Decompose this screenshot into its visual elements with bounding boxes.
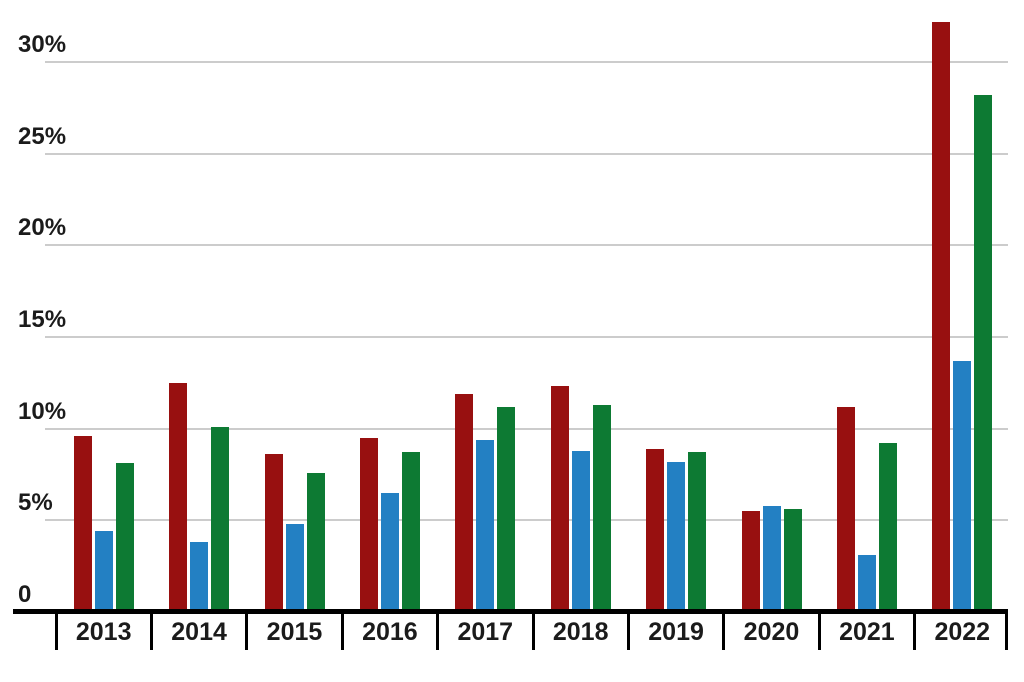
green-bar-2018 xyxy=(592,404,611,612)
blue-bar-2018 xyxy=(571,450,590,612)
y-gridline xyxy=(45,244,1008,247)
blue-bar-2014 xyxy=(190,542,209,612)
x-axis-line xyxy=(13,609,1008,614)
red-bar-2014 xyxy=(169,382,188,612)
green-bar-2016 xyxy=(401,452,420,612)
y-gridline xyxy=(45,335,1008,338)
green-bar-2013 xyxy=(115,463,134,612)
x-axis-category-label: 2014 xyxy=(171,618,227,646)
x-axis-category-label: 2016 xyxy=(362,618,418,646)
green-bar-2014 xyxy=(211,426,230,612)
red-bar-2018 xyxy=(550,386,569,612)
y-axis-tick-label: 5% xyxy=(18,489,53,517)
blue-bar-2022 xyxy=(953,360,972,612)
green-bar-2022 xyxy=(974,94,993,612)
y-gridline xyxy=(45,427,1008,430)
y-axis-tick-label: 20% xyxy=(18,214,67,242)
red-bar-2019 xyxy=(646,448,665,612)
y-gridline xyxy=(45,519,1008,522)
red-bar-2022 xyxy=(932,21,951,612)
y-axis-tick-label: 30% xyxy=(18,30,67,58)
red-bar-2020 xyxy=(741,511,760,612)
red-bar-2015 xyxy=(264,454,283,612)
green-bar-2017 xyxy=(497,406,516,612)
x-axis-tick xyxy=(245,612,249,650)
y-gridline xyxy=(45,152,1008,155)
x-axis-tick xyxy=(436,612,440,650)
y-axis-tick-label: 15% xyxy=(18,305,67,333)
red-bar-2017 xyxy=(455,393,474,612)
y-axis-tick-label: 10% xyxy=(18,397,67,425)
x-axis-category-label: 2022 xyxy=(934,618,991,646)
y-axis-tick-label: 25% xyxy=(18,122,67,150)
blue-bar-2015 xyxy=(285,523,304,612)
x-axis-tick xyxy=(340,612,344,650)
y-gridline xyxy=(45,60,1008,63)
blue-bar-2021 xyxy=(857,555,876,612)
x-axis-tick xyxy=(149,612,153,650)
x-axis-tick xyxy=(1005,612,1008,650)
blue-bar-2020 xyxy=(762,505,781,612)
red-bar-2013 xyxy=(73,435,92,612)
blue-bar-2013 xyxy=(94,531,113,612)
green-bar-2021 xyxy=(878,443,897,612)
x-axis-tick xyxy=(626,612,630,650)
x-axis-category-label: 2018 xyxy=(552,618,609,646)
x-axis-category-label: 2015 xyxy=(266,618,323,646)
x-axis-category-label: 2019 xyxy=(648,618,704,646)
red-bar-2016 xyxy=(359,437,378,612)
green-bar-2020 xyxy=(783,509,802,612)
x-axis-category-label: 2013 xyxy=(75,618,132,646)
x-axis-category-label: 2021 xyxy=(839,618,895,646)
blue-bar-2017 xyxy=(476,439,495,612)
green-bar-2019 xyxy=(688,452,707,612)
y-axis-tick-label: 0 xyxy=(18,581,32,608)
x-axis-tick xyxy=(913,612,917,650)
x-axis-category-label: 2020 xyxy=(743,618,800,646)
x-axis-tick xyxy=(54,612,58,650)
x-axis-tick xyxy=(817,612,821,650)
x-axis-tick xyxy=(722,612,726,650)
x-axis-category-label: 2017 xyxy=(457,618,514,646)
red-bar-2021 xyxy=(836,406,855,612)
blue-bar-2016 xyxy=(380,492,399,612)
blue-bar-2019 xyxy=(667,461,686,612)
x-axis-tick xyxy=(531,612,535,650)
green-bar-2015 xyxy=(306,472,325,612)
